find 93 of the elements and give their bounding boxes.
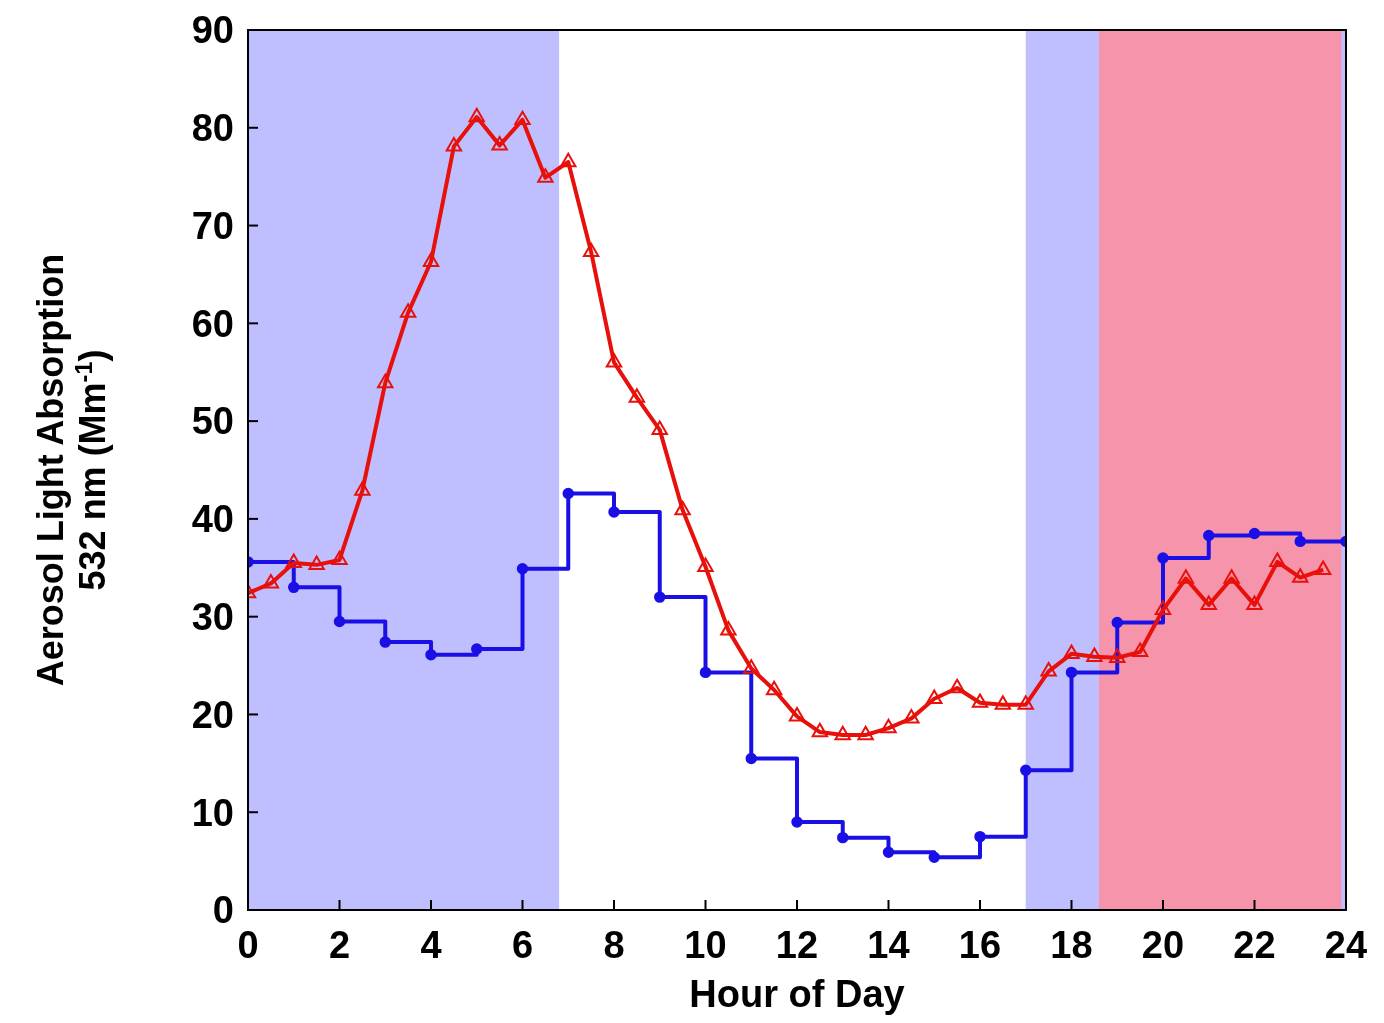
y-tick-label: 90 bbox=[191, 9, 234, 52]
point bbox=[1292, 568, 1309, 583]
x-tick-label: 8 bbox=[603, 924, 625, 966]
point bbox=[379, 636, 391, 648]
point bbox=[1248, 527, 1261, 540]
point bbox=[468, 107, 485, 123]
point bbox=[1177, 569, 1195, 584]
x-tick-label: 18 bbox=[1050, 924, 1093, 966]
point bbox=[1131, 642, 1149, 658]
point bbox=[308, 555, 325, 571]
point bbox=[743, 659, 760, 674]
point bbox=[994, 695, 1012, 710]
point bbox=[811, 722, 829, 738]
y-tick-label: 0 bbox=[212, 889, 234, 932]
point bbox=[516, 563, 529, 575]
point bbox=[333, 615, 346, 628]
x-axis-title: Hour of Day bbox=[689, 973, 905, 1015]
x-tick-label: 2 bbox=[328, 924, 351, 966]
point bbox=[262, 574, 280, 589]
x-tick-label: 10 bbox=[684, 924, 727, 966]
point bbox=[605, 353, 623, 368]
point bbox=[971, 693, 989, 708]
point bbox=[471, 643, 483, 655]
point bbox=[926, 689, 943, 704]
y-tick-label: 30 bbox=[191, 595, 234, 638]
x-tick-label: 4 bbox=[420, 924, 442, 966]
point bbox=[628, 388, 646, 403]
point bbox=[1017, 695, 1034, 710]
point bbox=[1223, 569, 1240, 584]
y-tick-label: 10 bbox=[191, 791, 234, 834]
point bbox=[1269, 552, 1286, 568]
x-tick-label: 12 bbox=[775, 924, 819, 966]
point bbox=[422, 252, 440, 267]
point bbox=[1063, 644, 1080, 659]
point bbox=[948, 678, 966, 694]
point bbox=[288, 581, 300, 594]
point bbox=[791, 816, 803, 828]
point bbox=[425, 649, 437, 661]
point bbox=[674, 500, 691, 516]
point bbox=[699, 666, 712, 679]
point bbox=[445, 137, 463, 152]
point bbox=[537, 168, 554, 183]
point bbox=[788, 707, 806, 722]
point bbox=[1200, 595, 1217, 611]
point bbox=[745, 752, 757, 765]
point bbox=[765, 680, 783, 696]
point bbox=[331, 550, 348, 566]
y-tick-label: 60 bbox=[191, 302, 234, 345]
point bbox=[697, 557, 714, 572]
point bbox=[608, 506, 620, 518]
point bbox=[1086, 647, 1103, 662]
point bbox=[354, 481, 371, 496]
point bbox=[834, 725, 851, 741]
y-tick-label: 40 bbox=[191, 498, 234, 541]
point bbox=[1111, 616, 1123, 629]
point bbox=[928, 851, 940, 863]
point bbox=[1246, 595, 1263, 611]
point bbox=[974, 830, 986, 843]
x-tick-label: 14 bbox=[867, 924, 910, 966]
point bbox=[1203, 529, 1215, 542]
point bbox=[882, 846, 895, 859]
point bbox=[582, 242, 600, 258]
point bbox=[491, 136, 508, 151]
y-tick-label: 70 bbox=[191, 204, 234, 247]
x-tick-label: 20 bbox=[1141, 924, 1185, 966]
point bbox=[1157, 552, 1169, 564]
x-tick-label: 16 bbox=[958, 924, 1002, 966]
point bbox=[651, 420, 668, 436]
point bbox=[399, 303, 417, 318]
point bbox=[837, 831, 849, 844]
point bbox=[903, 709, 920, 724]
point bbox=[1065, 666, 1078, 679]
point bbox=[377, 373, 394, 389]
point bbox=[654, 591, 666, 603]
point bbox=[1040, 662, 1057, 677]
x-tick-label: 24 bbox=[1324, 924, 1368, 966]
x-tick-label: 6 bbox=[511, 924, 534, 966]
point bbox=[1020, 764, 1032, 776]
y-tick-label: 20 bbox=[191, 693, 234, 736]
point bbox=[880, 718, 897, 734]
point bbox=[1109, 648, 1126, 663]
x-tick-label: 22 bbox=[1233, 924, 1276, 966]
point bbox=[562, 487, 574, 500]
point bbox=[720, 621, 737, 636]
y-tick-label: 80 bbox=[191, 107, 234, 150]
point bbox=[1314, 560, 1332, 575]
point bbox=[285, 553, 302, 569]
y-tick-label: 50 bbox=[191, 400, 234, 443]
point bbox=[1294, 535, 1306, 548]
point bbox=[857, 725, 874, 741]
point bbox=[514, 110, 531, 126]
point bbox=[1154, 600, 1172, 615]
point bbox=[560, 152, 577, 168]
